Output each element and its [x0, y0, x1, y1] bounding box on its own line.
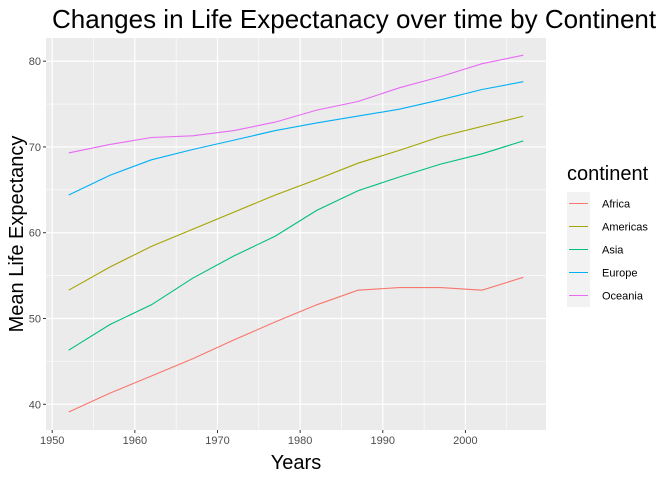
legend-label-africa: Africa — [602, 199, 631, 211]
series-lines — [68, 54, 524, 413]
legend-title: continent — [567, 163, 649, 185]
legend-label-europe: Europe — [602, 268, 637, 280]
major-gridlines — [46, 38, 546, 430]
legend: continent Africa Americas Asia Europe Oceani… — [567, 163, 649, 307]
series-line-americas — [68, 115, 524, 291]
x-tick-label: 1950 — [40, 435, 64, 447]
series-line-europe — [68, 81, 524, 196]
y-tick-label: 50 — [29, 313, 41, 325]
y-tick-label: 80 — [29, 56, 41, 68]
series-line-oceania — [68, 54, 524, 154]
legend-label-americas: Americas — [602, 222, 648, 234]
x-tick-label: 1960 — [123, 435, 147, 447]
x-axis-title: Years — [271, 452, 321, 474]
y-tick-label: 70 — [29, 142, 41, 154]
minor-gridlines — [46, 38, 546, 430]
legend-items: Africa Americas Asia Europe Oceania — [567, 192, 648, 307]
x-axis-ticks: 1950 1960 1970 1980 1990 2000 — [40, 430, 478, 447]
y-tick-label: 40 — [29, 399, 41, 411]
x-tick-label: 1990 — [371, 435, 395, 447]
y-tick-label: 60 — [29, 228, 41, 240]
series-line-asia — [68, 140, 524, 351]
legend-label-oceania: Oceania — [602, 291, 644, 303]
x-tick-label: 2000 — [453, 435, 477, 447]
x-tick-label: 1970 — [205, 435, 229, 447]
legend-label-asia: Asia — [602, 245, 624, 257]
series-line-africa — [68, 276, 524, 413]
chart-title: Changes in Life Expectanacy over time by… — [52, 4, 657, 34]
y-axis-ticks: 40 50 60 70 80 — [29, 56, 46, 411]
x-tick-label: 1980 — [288, 435, 312, 447]
y-axis-title: Mean Life Expectancy — [6, 136, 28, 333]
plot-panel — [46, 38, 546, 430]
